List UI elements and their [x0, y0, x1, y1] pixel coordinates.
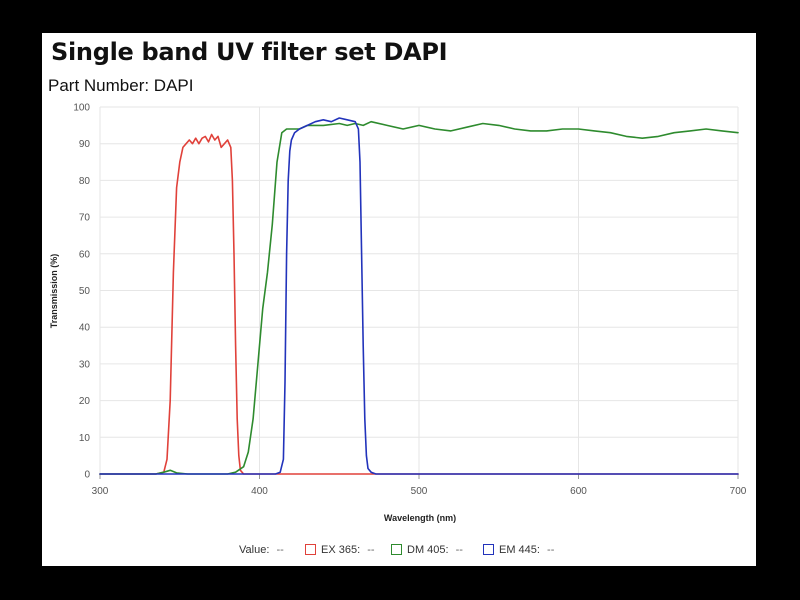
x-tick-label: 700 [730, 486, 747, 497]
series-line-dm-405[interactable] [99, 120, 739, 475]
legend-swatch-ex365[interactable] [305, 544, 316, 555]
y-tick-label: 40 [79, 323, 91, 334]
legend-value-label: Value: -- [239, 544, 284, 556]
transmission-chart: 0 10 20 30 40 50 60 70 80 90 100 300 400 500 600 700 Wa… [49, 103, 747, 524]
chart-panel: Single band UV filter set DAPI Part Numb… [42, 33, 756, 566]
y-tick-label: 100 [73, 103, 90, 114]
x-axis-title: Wavelength (nm) [384, 513, 456, 523]
grid-layer [99, 106, 739, 475]
y-tick-label: 50 [79, 286, 91, 297]
legend-item-dm405[interactable]: DM 405: -- [407, 544, 463, 556]
y-tick-label: 90 [79, 139, 91, 150]
y-axis-title: Transmission (%) [49, 254, 59, 329]
chart-legend: Value: -- EX 365: -- DM 405: -- EM 445: … [42, 542, 756, 562]
legend-swatch-em445[interactable] [483, 544, 494, 555]
x-tick-label: 600 [570, 486, 587, 497]
y-tick-label: 10 [79, 433, 91, 444]
y-tick-label: 60 [79, 249, 91, 260]
y-tick-label: 0 [84, 470, 90, 481]
y-tick-label: 70 [79, 213, 91, 224]
series-line-ex-365[interactable] [99, 133, 739, 475]
x-tick-label: 400 [251, 486, 268, 497]
axis-layer: 0 10 20 30 40 50 60 70 80 90 100 300 400 500 600 700 [73, 103, 746, 498]
series-line-em-445[interactable] [99, 117, 739, 475]
legend-item-ex365[interactable]: EX 365: -- [321, 544, 375, 556]
y-tick-label: 30 [79, 359, 91, 370]
x-tick-label: 500 [411, 486, 428, 497]
legend-value-placeholder: -- [276, 544, 284, 556]
series-layer [99, 117, 739, 475]
y-tick-label: 20 [79, 396, 91, 407]
part-number: Part Number: DAPI [48, 76, 194, 95]
y-tick-label: 80 [79, 176, 91, 187]
legend-swatch-dm405[interactable] [391, 544, 402, 555]
x-tick-label: 300 [92, 486, 109, 497]
page-title: Single band UV filter set DAPI [51, 38, 448, 66]
legend-item-em445[interactable]: EM 445: -- [499, 544, 555, 556]
